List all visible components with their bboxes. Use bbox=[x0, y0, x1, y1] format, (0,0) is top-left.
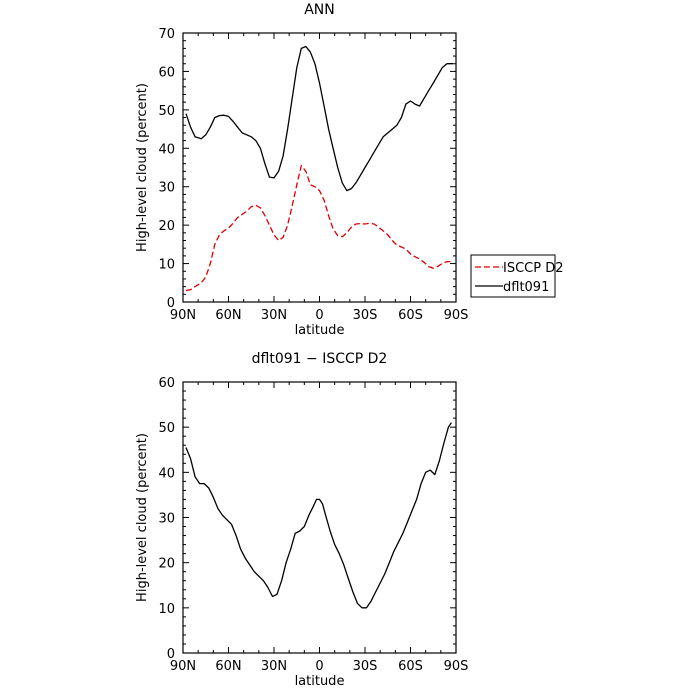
x-axis-label: latitude bbox=[295, 674, 345, 689]
chart-panel-2 bbox=[182, 381, 457, 654]
chart-title: ANN bbox=[304, 2, 335, 18]
y-tick-label: 60 bbox=[158, 376, 175, 391]
x-tick-label: 90N bbox=[170, 659, 196, 674]
y-tick-label: 20 bbox=[158, 557, 175, 572]
y-tick-label: 40 bbox=[158, 466, 175, 481]
y-tick-label: 10 bbox=[158, 258, 175, 273]
x-tick-label: 30N bbox=[261, 659, 287, 674]
y-tick-label: 50 bbox=[158, 104, 175, 119]
y-tick-label: 30 bbox=[158, 181, 175, 196]
x-tick-label: 0 bbox=[315, 659, 323, 674]
legend-box bbox=[470, 254, 556, 298]
x-axis-label: latitude bbox=[295, 323, 345, 338]
y-tick-label: 0 bbox=[167, 647, 175, 662]
series-line-isccp-d2 bbox=[185, 164, 453, 292]
y-tick-label: 0 bbox=[167, 296, 175, 311]
y-tick-label: 40 bbox=[158, 142, 175, 157]
x-tick-label: 60S bbox=[398, 308, 423, 323]
x-tick-label: 30N bbox=[261, 308, 287, 323]
x-tick-label: 60N bbox=[215, 308, 241, 323]
x-tick-label: 30S bbox=[353, 659, 378, 674]
y-tick-label: 50 bbox=[158, 421, 175, 436]
y-tick-label: 10 bbox=[158, 602, 175, 617]
legend bbox=[470, 254, 556, 298]
x-tick-label: 0 bbox=[315, 308, 323, 323]
chart-title: dflt091 − ISCCP D2 bbox=[252, 351, 388, 367]
x-tick-label: 60S bbox=[398, 659, 423, 674]
x-tick-label: 90N bbox=[170, 308, 196, 323]
y-tick-label: 20 bbox=[158, 219, 175, 234]
series-line-dflt091 bbox=[185, 45, 453, 192]
x-tick-label: 90S bbox=[444, 308, 469, 323]
y-axis-label: High-level cloud (percent) bbox=[135, 433, 150, 602]
series-line-difference bbox=[185, 422, 452, 609]
y-tick-label: 30 bbox=[158, 512, 175, 527]
chart-panel-1 bbox=[182, 32, 556, 303]
legend-label: dflt091 bbox=[503, 280, 549, 295]
x-tick-label: 60N bbox=[215, 659, 241, 674]
legend-label: ISCCP D2 bbox=[503, 261, 564, 276]
y-axis-label: High-level cloud (percent) bbox=[135, 83, 150, 252]
x-tick-label: 90S bbox=[444, 659, 469, 674]
y-tick-label: 70 bbox=[158, 27, 175, 42]
plot-frame bbox=[182, 32, 457, 303]
y-tick-label: 60 bbox=[158, 65, 175, 80]
x-tick-label: 30S bbox=[353, 308, 378, 323]
